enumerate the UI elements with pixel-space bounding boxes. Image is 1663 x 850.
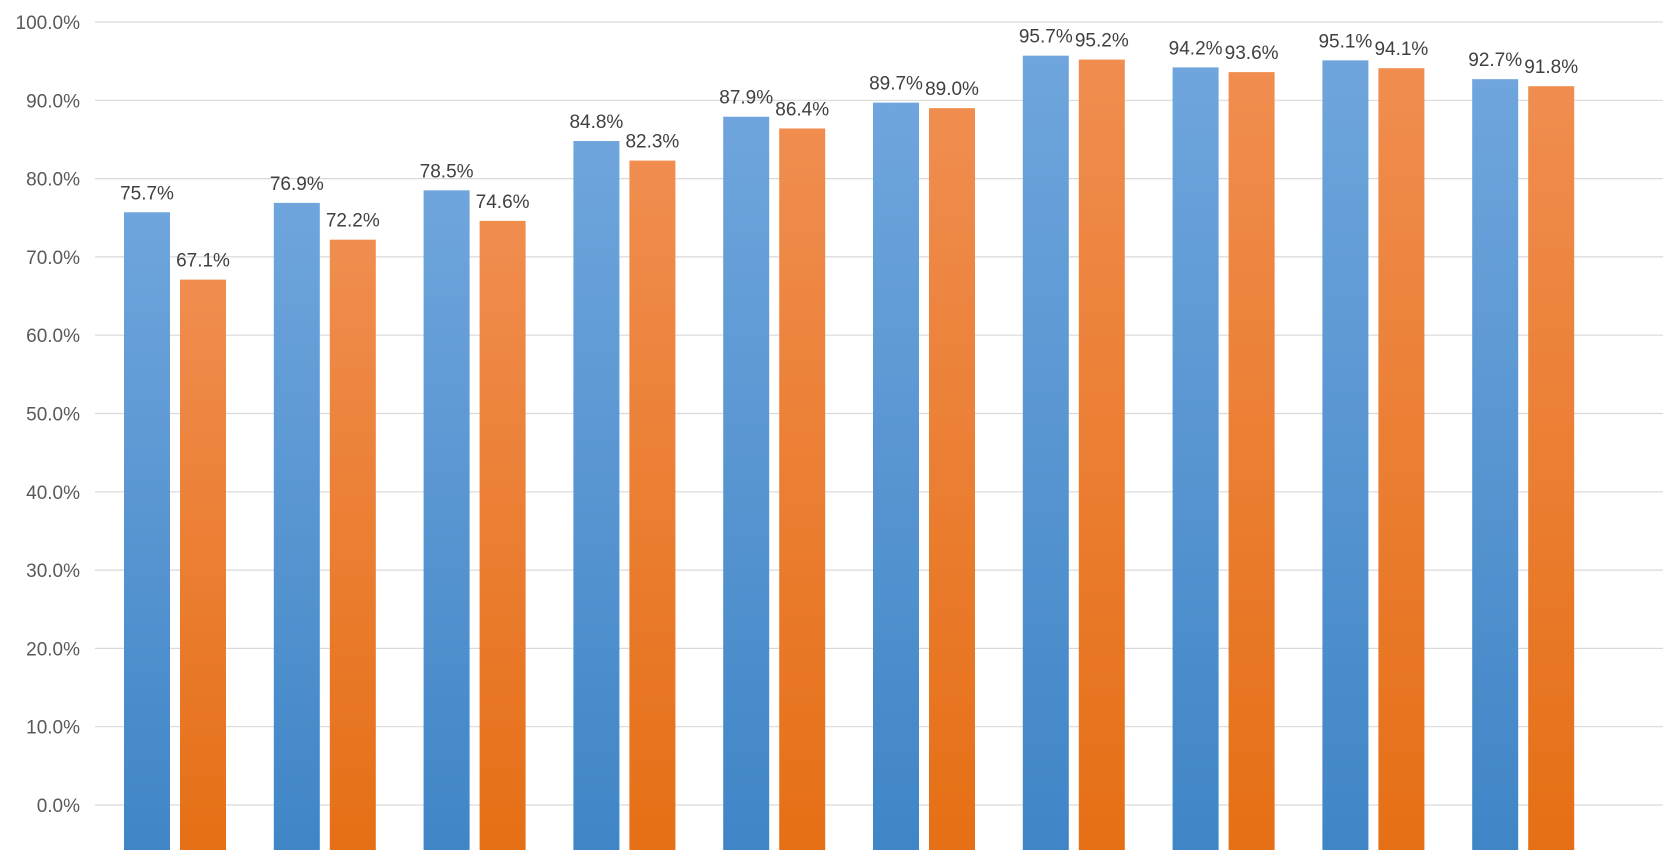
bar xyxy=(1172,67,1219,850)
data-label: 92.7% xyxy=(1468,50,1522,71)
data-label: 75.7% xyxy=(120,183,174,204)
bar xyxy=(1322,60,1369,850)
data-label: 95.7% xyxy=(1019,27,1073,48)
bar xyxy=(329,239,376,850)
data-label: 91.8% xyxy=(1524,57,1578,78)
data-label: 78.5% xyxy=(420,161,474,182)
bar xyxy=(723,116,770,850)
data-label: 67.1% xyxy=(176,251,230,272)
bar xyxy=(1472,79,1519,850)
y-axis-tick-labels: 0.0% 10.0% 20.0% 30.0% 40.0% 50.0% 60.0% 70.0% 8… xyxy=(16,13,81,817)
y-tick-label: 0.0% xyxy=(37,796,80,817)
data-label: 94.2% xyxy=(1169,38,1223,59)
bar xyxy=(929,108,975,850)
data-label: 74.6% xyxy=(476,192,530,213)
y-tick-label: 50.0% xyxy=(26,405,80,426)
y-tick-label: 80.0% xyxy=(26,170,80,191)
data-label: 95.1% xyxy=(1318,31,1372,52)
bars xyxy=(124,55,1575,850)
bar xyxy=(1228,72,1275,850)
data-label: 89.0% xyxy=(925,79,979,100)
bar xyxy=(873,102,919,850)
bar xyxy=(1078,59,1125,850)
y-tick-label: 60.0% xyxy=(26,326,80,347)
bar xyxy=(629,160,676,850)
y-tick-label: 90.0% xyxy=(26,91,80,112)
bar xyxy=(779,128,826,850)
bar xyxy=(1022,55,1069,850)
data-label: 95.2% xyxy=(1075,31,1129,52)
y-tick-label: 30.0% xyxy=(26,561,80,582)
bar xyxy=(180,279,226,850)
data-label: 72.2% xyxy=(326,211,380,232)
bar xyxy=(124,212,170,850)
data-label: 86.4% xyxy=(775,99,829,120)
data-labels: 75.7% 76.9% 78.5% 84.8% 87.9% 89.7% 95.7% 94.2%… xyxy=(120,27,1578,272)
data-label: 84.8% xyxy=(569,112,623,133)
y-tick-label: 20.0% xyxy=(26,639,80,660)
y-tick-label: 70.0% xyxy=(26,248,80,269)
bar xyxy=(273,202,320,850)
y-tick-label: 40.0% xyxy=(26,483,80,504)
bar xyxy=(573,141,620,850)
bar xyxy=(1378,68,1425,850)
y-tick-label: 10.0% xyxy=(26,718,80,739)
data-label: 87.9% xyxy=(719,88,773,109)
bar xyxy=(1528,86,1575,850)
bar xyxy=(479,220,526,850)
bar xyxy=(423,190,470,850)
data-label: 94.1% xyxy=(1374,39,1428,60)
data-label: 89.7% xyxy=(869,74,923,95)
y-tick-label: 100.0% xyxy=(16,13,81,34)
data-label: 76.9% xyxy=(270,174,324,195)
data-label: 82.3% xyxy=(625,132,679,153)
data-label: 93.6% xyxy=(1225,43,1279,64)
